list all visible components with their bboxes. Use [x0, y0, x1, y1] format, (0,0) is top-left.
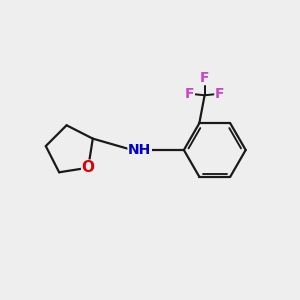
Text: F: F — [215, 87, 224, 101]
Text: NH: NH — [128, 143, 151, 157]
Text: F: F — [200, 70, 209, 85]
Text: F: F — [185, 87, 194, 101]
Text: O: O — [82, 160, 95, 175]
